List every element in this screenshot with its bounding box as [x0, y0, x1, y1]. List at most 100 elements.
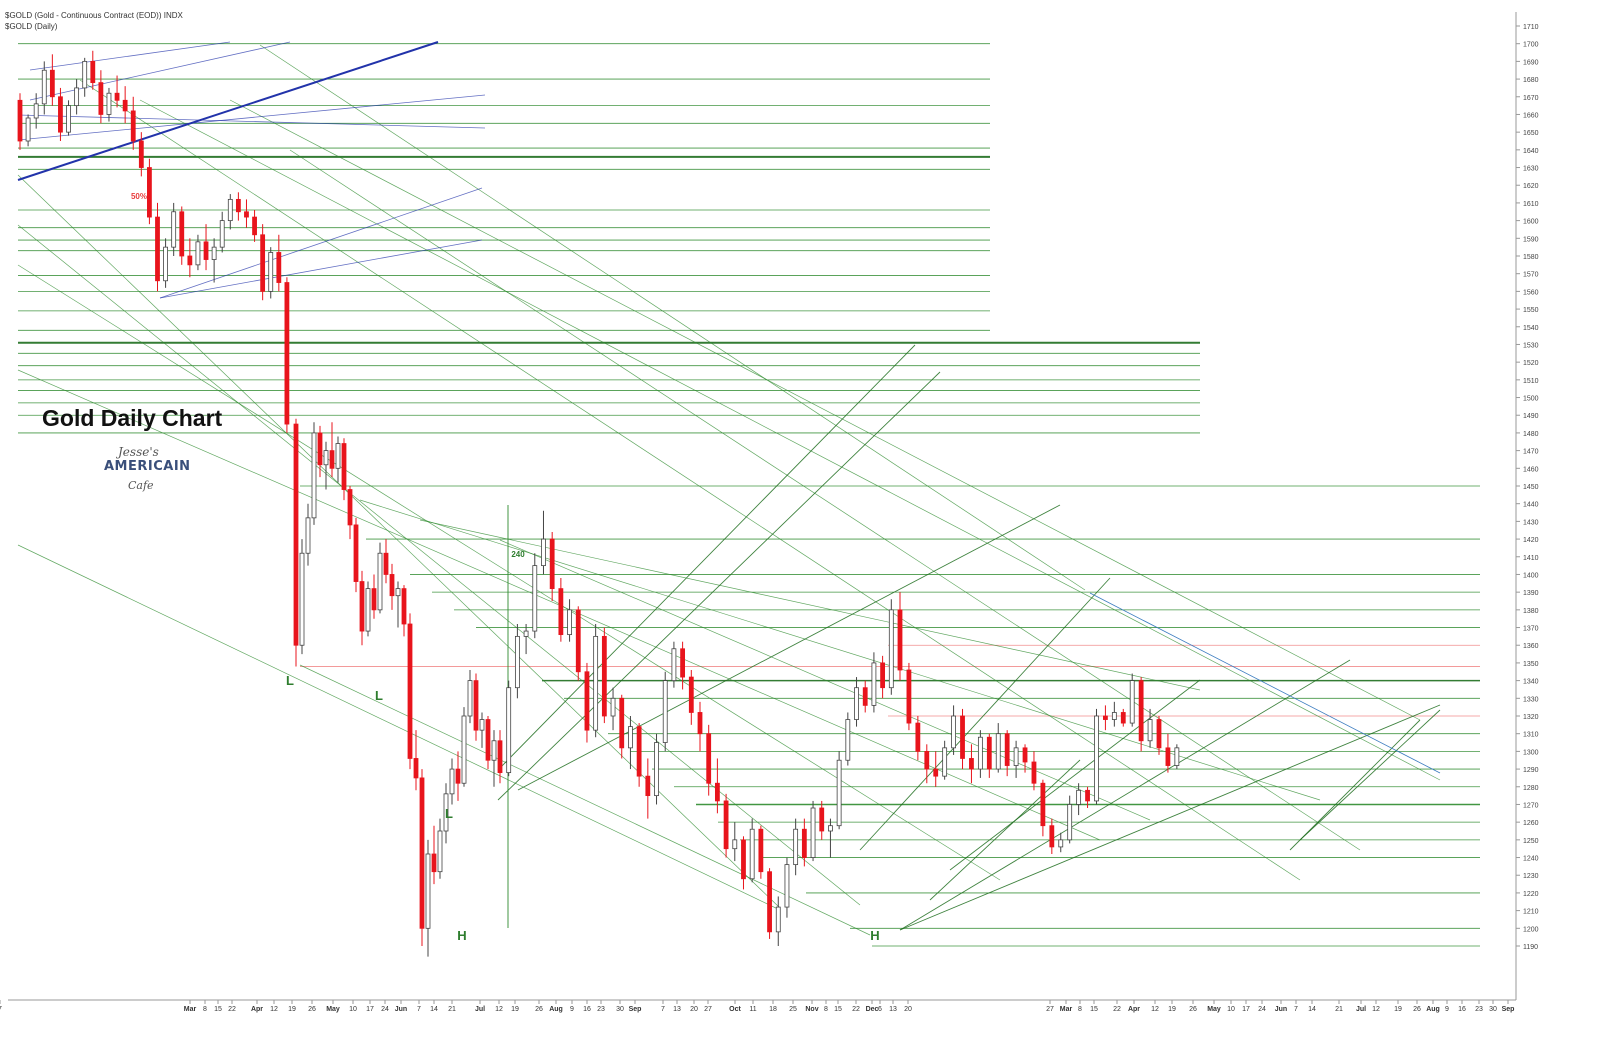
- date-tick-label: 7: [661, 1006, 665, 1013]
- date-tick-label: 15: [834, 1006, 842, 1013]
- descending-trendline: [299, 664, 871, 936]
- candle-body: [227, 198, 233, 222]
- price-tick-label: 1530: [1523, 342, 1539, 349]
- candle-body: [942, 747, 948, 777]
- price-tick-label: 1710: [1523, 24, 1539, 31]
- candle-body: [1049, 825, 1055, 848]
- candle-body: [1031, 761, 1037, 784]
- date-tick-label: Dec: [866, 1006, 879, 1013]
- date-tick-label: 19: [511, 1006, 519, 1013]
- price-tick-label: 1190: [1523, 944, 1538, 951]
- date-tick-label: 19: [1168, 1006, 1176, 1013]
- date-tick-label: 23: [597, 1006, 605, 1013]
- price-tick-label: 1270: [1523, 802, 1539, 809]
- descending-trendline: [289, 149, 1361, 851]
- date-tick-label: 21: [448, 1006, 456, 1013]
- price-tick-label: 1450: [1523, 484, 1539, 491]
- date-tick-label: 13: [889, 1006, 897, 1013]
- price-tick-label: 1680: [1523, 77, 1539, 84]
- period-header: $GOLD (Daily): [5, 22, 58, 31]
- date-tick-label: 19: [1394, 1006, 1402, 1013]
- date-tick-label: 8: [203, 1006, 207, 1013]
- price-tick-label: 1490: [1523, 413, 1539, 420]
- price-tick-label: 1640: [1523, 148, 1539, 155]
- price-tick-label: 1290: [1523, 767, 1539, 774]
- candle-body: [443, 793, 449, 832]
- price-tick-label: 1590: [1523, 236, 1539, 243]
- blue-channel-line: [17, 114, 486, 129]
- candle-body: [662, 680, 668, 743]
- candle-body: [871, 662, 877, 706]
- candle-body: [977, 736, 983, 770]
- date-tick-label: Oct: [729, 1006, 741, 1013]
- date-tick-label: Nov: [805, 1006, 818, 1013]
- date-tick-label: 14: [1308, 1006, 1316, 1013]
- ascending-trendline: [497, 344, 916, 771]
- candle-body: [25, 117, 31, 142]
- date-tick-label: May: [1207, 1006, 1221, 1013]
- price-tick-label: 1230: [1523, 873, 1539, 880]
- candle-body: [960, 715, 965, 759]
- candle-body: [575, 609, 581, 673]
- price-tick-label: 1700: [1523, 42, 1539, 49]
- candle-body: [593, 635, 599, 731]
- candle-body: [305, 517, 311, 554]
- logo-cafe-text: Cafe: [128, 479, 154, 492]
- date-tick-label: 19: [288, 1006, 296, 1013]
- candle-body: [389, 574, 395, 597]
- candle-body: [203, 241, 209, 260]
- candle-body: [1129, 680, 1135, 724]
- candle-body: [219, 220, 225, 248]
- candle-body: [775, 906, 781, 933]
- candle-body: [122, 99, 128, 112]
- price-tick-label: 1650: [1523, 130, 1539, 137]
- candle-body: [906, 669, 912, 724]
- blue-channel-line: [17, 94, 486, 141]
- chart-annotation-label: L: [286, 673, 294, 688]
- ascending-trendline: [1289, 719, 1421, 851]
- chart-annotation-label: 50%: [131, 192, 147, 201]
- candle-body: [819, 807, 825, 832]
- candle-body: [130, 110, 136, 142]
- date-tick-label: 7: [417, 1006, 421, 1013]
- candle-body: [723, 800, 729, 850]
- candle-body: [1022, 747, 1028, 763]
- candle-body: [425, 853, 431, 929]
- price-tick-label: 1210: [1523, 909, 1539, 916]
- candle-body: [276, 252, 282, 283]
- candle-body: [455, 768, 461, 784]
- candle-body: [1156, 719, 1162, 749]
- candle-body: [377, 552, 383, 611]
- candle-body: [688, 676, 694, 713]
- candle-body: [98, 82, 104, 115]
- date-tick-label: 7: [1294, 1006, 1298, 1013]
- date-tick-label: 14: [430, 1006, 438, 1013]
- chart-annotation-label: L: [445, 806, 453, 821]
- chart-title: Gold Daily Chart: [42, 405, 223, 431]
- candle-body: [1085, 789, 1090, 802]
- descending-trendline: [259, 44, 1086, 591]
- candle-body: [854, 687, 859, 720]
- date-tick-label: 17: [366, 1006, 374, 1013]
- candle-body: [601, 635, 607, 717]
- candle-body: [836, 759, 842, 827]
- date-tick-label: 13: [673, 1006, 681, 1013]
- candle-body: [969, 758, 974, 770]
- price-tick-label: 1600: [1523, 219, 1539, 226]
- candle-body: [347, 489, 353, 526]
- candle-body: [485, 719, 491, 761]
- candle-body: [479, 719, 485, 731]
- price-tick-label: 1280: [1523, 785, 1539, 792]
- candle-body: [628, 726, 633, 749]
- date-tick-label: 26: [1189, 1006, 1197, 1013]
- descending-trendline: [17, 264, 1001, 881]
- candles-layer: [17, 50, 1180, 957]
- candle-body: [401, 588, 407, 625]
- price-tick-label: 1690: [1523, 59, 1539, 66]
- date-tick-label: 21: [1335, 1006, 1343, 1013]
- candle-body: [187, 255, 193, 266]
- descending-trendline: [229, 99, 1421, 721]
- candle-body: [365, 588, 371, 632]
- candle-body: [413, 758, 419, 779]
- candle-body: [90, 60, 96, 84]
